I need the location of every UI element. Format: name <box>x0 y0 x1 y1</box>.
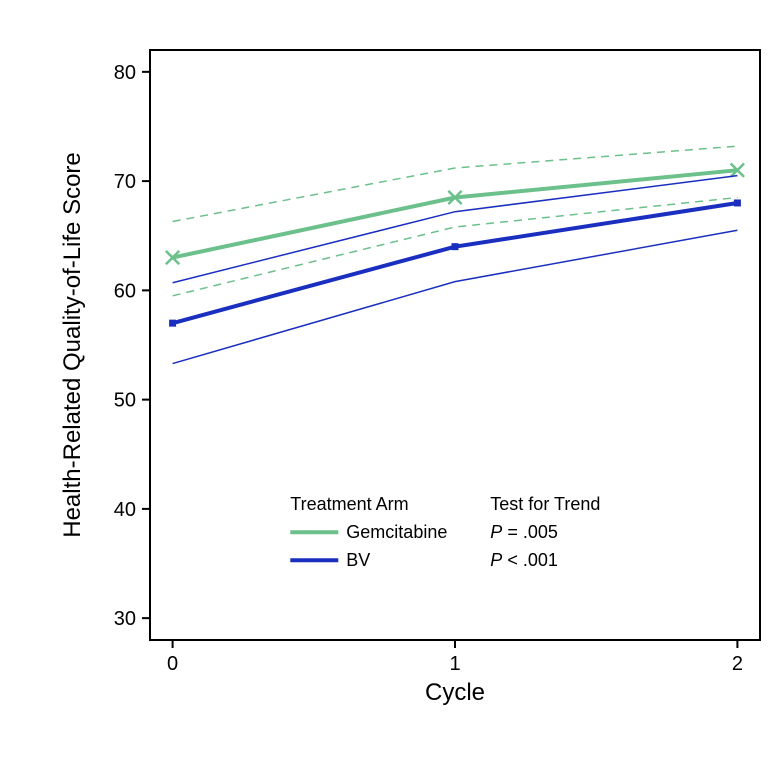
legend-pvalue-bv: P < .001 <box>490 550 558 570</box>
y-tick-label: 60 <box>114 280 136 302</box>
marker-square-icon <box>734 199 741 206</box>
legend-header-test: Test for Trend <box>490 494 600 514</box>
x-tick-label: 2 <box>732 653 743 675</box>
legend-label-bv: BV <box>346 550 370 570</box>
x-axis-label: Cycle <box>425 679 485 706</box>
y-tick-label: 70 <box>114 171 136 193</box>
marker-square-icon <box>452 243 459 250</box>
y-axis-label: Health-Related Quality-of-Life Score <box>59 152 86 538</box>
legend-label-gemcitabine: Gemcitabine <box>346 522 447 542</box>
marker-square-icon <box>169 320 176 327</box>
legend-pvalue-gemcitabine: P = .005 <box>490 522 558 542</box>
line-chart: 30 40 50 60 70 80 0 1 2 Cycle Health-Related Quali… <box>20 20 780 745</box>
x-tick-label: 0 <box>167 653 178 675</box>
y-tick-label: 30 <box>114 608 136 630</box>
plot-area <box>150 50 760 640</box>
legend-header-arm: Treatment Arm <box>290 494 408 514</box>
x-tick-label: 1 <box>449 653 460 675</box>
y-tick-label: 80 <box>114 62 136 84</box>
y-tick-label: 40 <box>114 499 136 521</box>
chart-container: 30 40 50 60 70 80 0 1 2 Cycle Health-Related Quali… <box>20 20 780 745</box>
y-tick-label: 50 <box>114 390 136 412</box>
